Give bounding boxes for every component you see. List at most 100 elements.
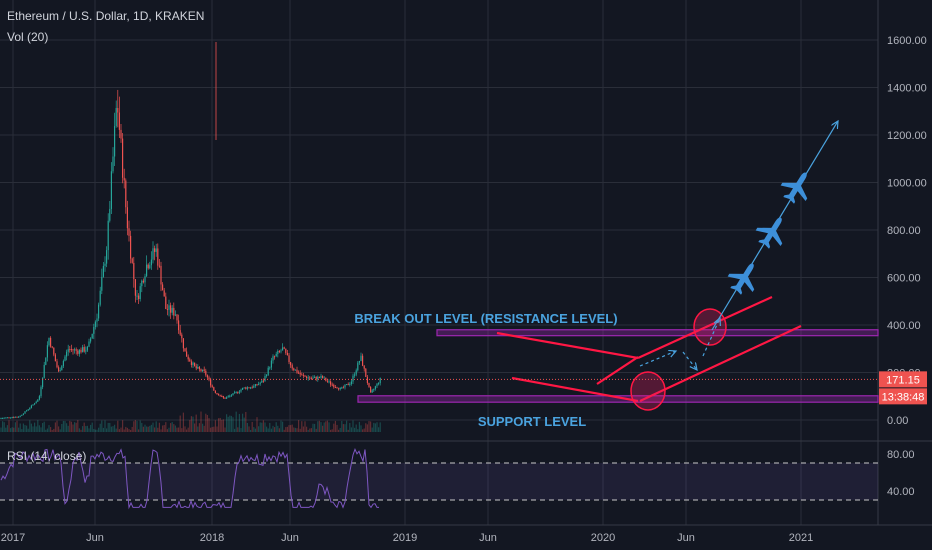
volume-bar xyxy=(141,422,143,432)
time-tick-label: Jun xyxy=(677,532,695,544)
candle-body xyxy=(362,355,364,366)
volume-bar xyxy=(234,428,236,432)
candle-body xyxy=(338,388,340,390)
candle-body xyxy=(149,265,151,269)
candle-body xyxy=(259,382,261,384)
volume-bar xyxy=(35,426,37,432)
candle-body xyxy=(344,384,346,388)
volume-bar xyxy=(258,426,260,432)
volume-bar xyxy=(354,427,356,432)
support-zone xyxy=(357,395,879,403)
candle-body xyxy=(54,354,56,362)
candle-body xyxy=(328,381,330,383)
volume-bar xyxy=(139,420,141,432)
volume-bar xyxy=(330,429,332,432)
volume-bar xyxy=(200,411,202,432)
volume-bar xyxy=(38,425,40,432)
candle-body xyxy=(277,351,279,354)
candle-body xyxy=(30,405,32,408)
candle-body xyxy=(274,356,276,358)
candle-body xyxy=(144,276,146,283)
volume-bar xyxy=(216,426,218,432)
price-badge-text: 171.15 xyxy=(886,374,920,386)
candle-body xyxy=(267,367,269,376)
volume-bar xyxy=(154,427,156,432)
candle-body xyxy=(102,265,104,277)
candle-body xyxy=(130,235,132,259)
rsi-line xyxy=(0,447,878,510)
volume-bar xyxy=(357,429,359,432)
volume-bar xyxy=(13,427,15,432)
volume-bar xyxy=(106,428,108,432)
volume-bar xyxy=(178,427,180,432)
candle-body xyxy=(336,387,338,389)
volume-bar xyxy=(379,422,381,432)
volume-bar xyxy=(8,420,10,432)
volume-bar xyxy=(242,413,244,432)
volume-bar xyxy=(307,429,309,432)
volume-bar xyxy=(69,420,71,432)
candle-body xyxy=(326,380,328,382)
volume-bar xyxy=(170,423,172,432)
volume-bar xyxy=(277,425,279,432)
volume-bar xyxy=(80,429,82,432)
volume-bar xyxy=(138,429,140,432)
trendline xyxy=(511,376,639,403)
volume-bar xyxy=(10,428,12,432)
volume-bar xyxy=(219,417,221,432)
price-tick-label: 1200.00 xyxy=(887,130,927,142)
airplane-icon xyxy=(780,172,808,204)
trendline xyxy=(496,331,639,360)
candle-body xyxy=(317,376,319,380)
candle-body xyxy=(74,349,76,351)
volume-bar xyxy=(70,421,72,432)
breakout-label: BREAK OUT LEVEL (RESISTANCE LEVEL) xyxy=(354,311,617,326)
volume-bar xyxy=(53,428,55,432)
volume-bar xyxy=(104,420,106,432)
candle-body xyxy=(162,284,164,291)
candle-body xyxy=(114,126,116,157)
volume-bar xyxy=(182,412,184,432)
volume-bar xyxy=(213,426,215,432)
volume-bar xyxy=(16,420,18,432)
volume-bar xyxy=(99,423,101,432)
candle-body xyxy=(278,351,280,353)
candle-body xyxy=(14,416,16,418)
volume-bar xyxy=(232,417,234,432)
volume-bar xyxy=(190,416,192,432)
volume-bar xyxy=(368,421,370,432)
candle-body xyxy=(123,177,125,181)
candle-body xyxy=(291,365,293,369)
candle-body xyxy=(373,388,375,391)
volume-bar xyxy=(315,428,317,432)
volume-bar xyxy=(323,422,325,432)
candle-body xyxy=(370,386,372,393)
candle-body xyxy=(315,376,317,380)
volume-bar xyxy=(370,421,372,432)
volume-bar xyxy=(288,425,290,432)
volume-bar xyxy=(195,414,197,432)
candle-body xyxy=(19,415,21,417)
resistance-zone xyxy=(436,329,879,337)
volume-bar xyxy=(83,422,85,432)
volume-bar xyxy=(362,429,364,432)
volume-bar xyxy=(158,422,160,432)
volume-bar xyxy=(314,423,316,432)
candle-body xyxy=(218,393,220,396)
candle-body xyxy=(38,396,40,400)
volume-bar xyxy=(74,422,76,432)
candle-body xyxy=(21,414,23,416)
candle-body xyxy=(168,305,170,310)
candle-body xyxy=(118,112,120,130)
rsi-label: RSI (14, close) xyxy=(7,449,87,463)
candle-body xyxy=(88,341,90,347)
candle-body xyxy=(208,377,210,380)
grid-lines xyxy=(0,0,932,526)
candle-body xyxy=(323,377,325,379)
volume-bar xyxy=(326,420,328,432)
price-badges: 171.15 13:38:48 xyxy=(0,371,927,405)
candle-body xyxy=(18,416,20,418)
volume-bar xyxy=(240,428,242,432)
candle-body xyxy=(306,376,308,379)
